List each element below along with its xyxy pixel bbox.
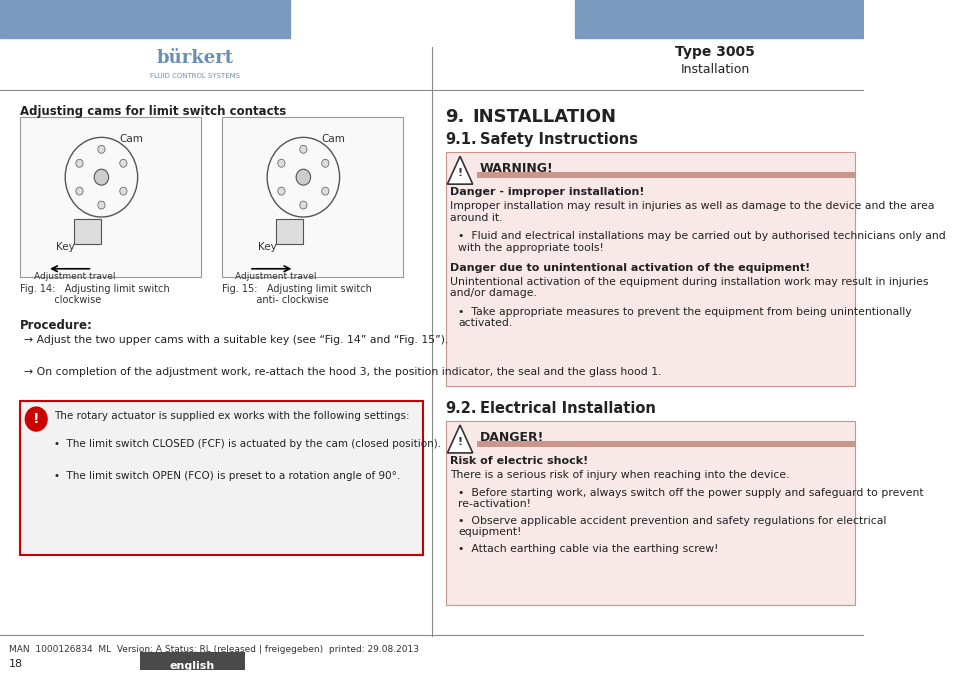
Text: •  Take appropriate measures to prevent the equipment from being unintentionally: • Take appropriate measures to prevent t… — [457, 307, 911, 328]
Text: Type 3005: Type 3005 — [675, 45, 755, 59]
Bar — [140, 652, 244, 670]
Circle shape — [120, 187, 127, 195]
Circle shape — [299, 201, 307, 209]
Polygon shape — [447, 425, 473, 453]
Bar — [445, 152, 854, 386]
Circle shape — [299, 145, 307, 153]
Text: INSTALLATION: INSTALLATION — [473, 108, 616, 125]
Text: MAN  1000126834  ML  Version: A Status: RL (released | freigegeben)  printed: 29: MAN 1000126834 ML Version: A Status: RL … — [9, 645, 418, 654]
Circle shape — [76, 187, 83, 195]
Circle shape — [295, 169, 311, 185]
Text: •  The limit switch OPEN (FCO) is preset to a rotation angle of 90°.: • The limit switch OPEN (FCO) is preset … — [54, 471, 400, 481]
Bar — [0, 0, 290, 38]
Text: Improper installation may result in injuries as well as damage to the device and: Improper installation may result in inju… — [450, 201, 934, 223]
Text: Cam: Cam — [119, 135, 143, 145]
Circle shape — [277, 187, 285, 195]
Text: !: ! — [457, 168, 462, 178]
Text: Safety Instructions: Safety Instructions — [479, 133, 638, 147]
Text: bürkert: bürkert — [156, 48, 233, 67]
Bar — [575, 0, 863, 38]
Bar — [20, 118, 201, 277]
Text: The rotary actuator is supplied ex works with the following settings:: The rotary actuator is supplied ex works… — [54, 411, 410, 421]
Polygon shape — [447, 156, 473, 184]
Circle shape — [26, 407, 47, 431]
Text: Adjustment travel: Adjustment travel — [33, 272, 115, 281]
Text: Electrical Installation: Electrical Installation — [479, 401, 655, 416]
Bar — [445, 421, 854, 605]
Text: 9.1.: 9.1. — [445, 133, 476, 147]
Text: english: english — [170, 661, 214, 671]
Text: !: ! — [33, 412, 39, 426]
Text: Key: Key — [258, 242, 276, 252]
Text: Risk of electric shock!: Risk of electric shock! — [450, 456, 588, 466]
Text: WARNING!: WARNING! — [479, 162, 553, 175]
Bar — [276, 219, 303, 244]
Text: Danger due to unintentional activation of the equipment!: Danger due to unintentional activation o… — [450, 262, 809, 273]
Text: •  Observe applicable accident prevention and safety regulations for electrical : • Observe applicable accident prevention… — [457, 516, 885, 537]
Text: •  Fluid and electrical installations may be carried out by authorised technicia: • Fluid and electrical installations may… — [457, 231, 945, 252]
Text: Fig. 15:   Adjusting limit switch
           anti- clockwise: Fig. 15: Adjusting limit switch anti- cl… — [222, 284, 372, 306]
Text: DANGER!: DANGER! — [479, 431, 544, 444]
Circle shape — [321, 187, 329, 195]
Text: 18: 18 — [9, 659, 23, 669]
Text: → On completion of the adjustment work, re-attach the hood 3, the position indic: → On completion of the adjustment work, … — [25, 367, 661, 378]
Text: Adjusting cams for limit switch contacts: Adjusting cams for limit switch contacts — [20, 104, 286, 118]
Bar — [20, 401, 422, 555]
Text: Unintentional activation of the equipment during installation work may result in: Unintentional activation of the equipmen… — [450, 277, 927, 298]
Text: Key: Key — [56, 242, 75, 252]
Text: FLUID CONTROL SYSTEMS: FLUID CONTROL SYSTEMS — [150, 73, 239, 79]
Text: •  Attach earthing cable via the earthing screw!: • Attach earthing cable via the earthing… — [457, 544, 718, 553]
Text: Installation: Installation — [680, 63, 749, 76]
Circle shape — [321, 160, 329, 167]
Circle shape — [76, 160, 83, 167]
Circle shape — [98, 145, 105, 153]
Text: Fig. 14:   Adjusting limit switch
           clockwise: Fig. 14: Adjusting limit switch clockwis… — [20, 284, 170, 306]
Text: •  The limit switch CLOSED (FCF) is actuated by the cam (closed position).: • The limit switch CLOSED (FCF) is actua… — [54, 439, 441, 449]
Circle shape — [277, 160, 285, 167]
Text: •  Before starting work, always switch off the power supply and safeguard to pre: • Before starting work, always switch of… — [457, 488, 923, 509]
Text: There is a serious risk of injury when reaching into the device.: There is a serious risk of injury when r… — [450, 470, 789, 480]
Text: Danger - improper installation!: Danger - improper installation! — [450, 187, 644, 197]
Text: 9.2.: 9.2. — [445, 401, 476, 416]
Bar — [476, 441, 854, 447]
Bar — [74, 219, 101, 244]
Circle shape — [94, 169, 109, 185]
Bar — [222, 118, 402, 277]
Text: 9.: 9. — [445, 108, 464, 125]
Text: !: ! — [457, 437, 462, 447]
Text: Procedure:: Procedure: — [20, 318, 92, 332]
Text: → Adjust the two upper cams with a suitable key (see “Fig. 14” and “Fig. 15”).: → Adjust the two upper cams with a suita… — [25, 335, 448, 345]
Circle shape — [98, 201, 105, 209]
Text: Cam: Cam — [321, 135, 345, 145]
Bar — [476, 172, 854, 178]
Circle shape — [120, 160, 127, 167]
Text: Adjustment travel: Adjustment travel — [235, 272, 316, 281]
